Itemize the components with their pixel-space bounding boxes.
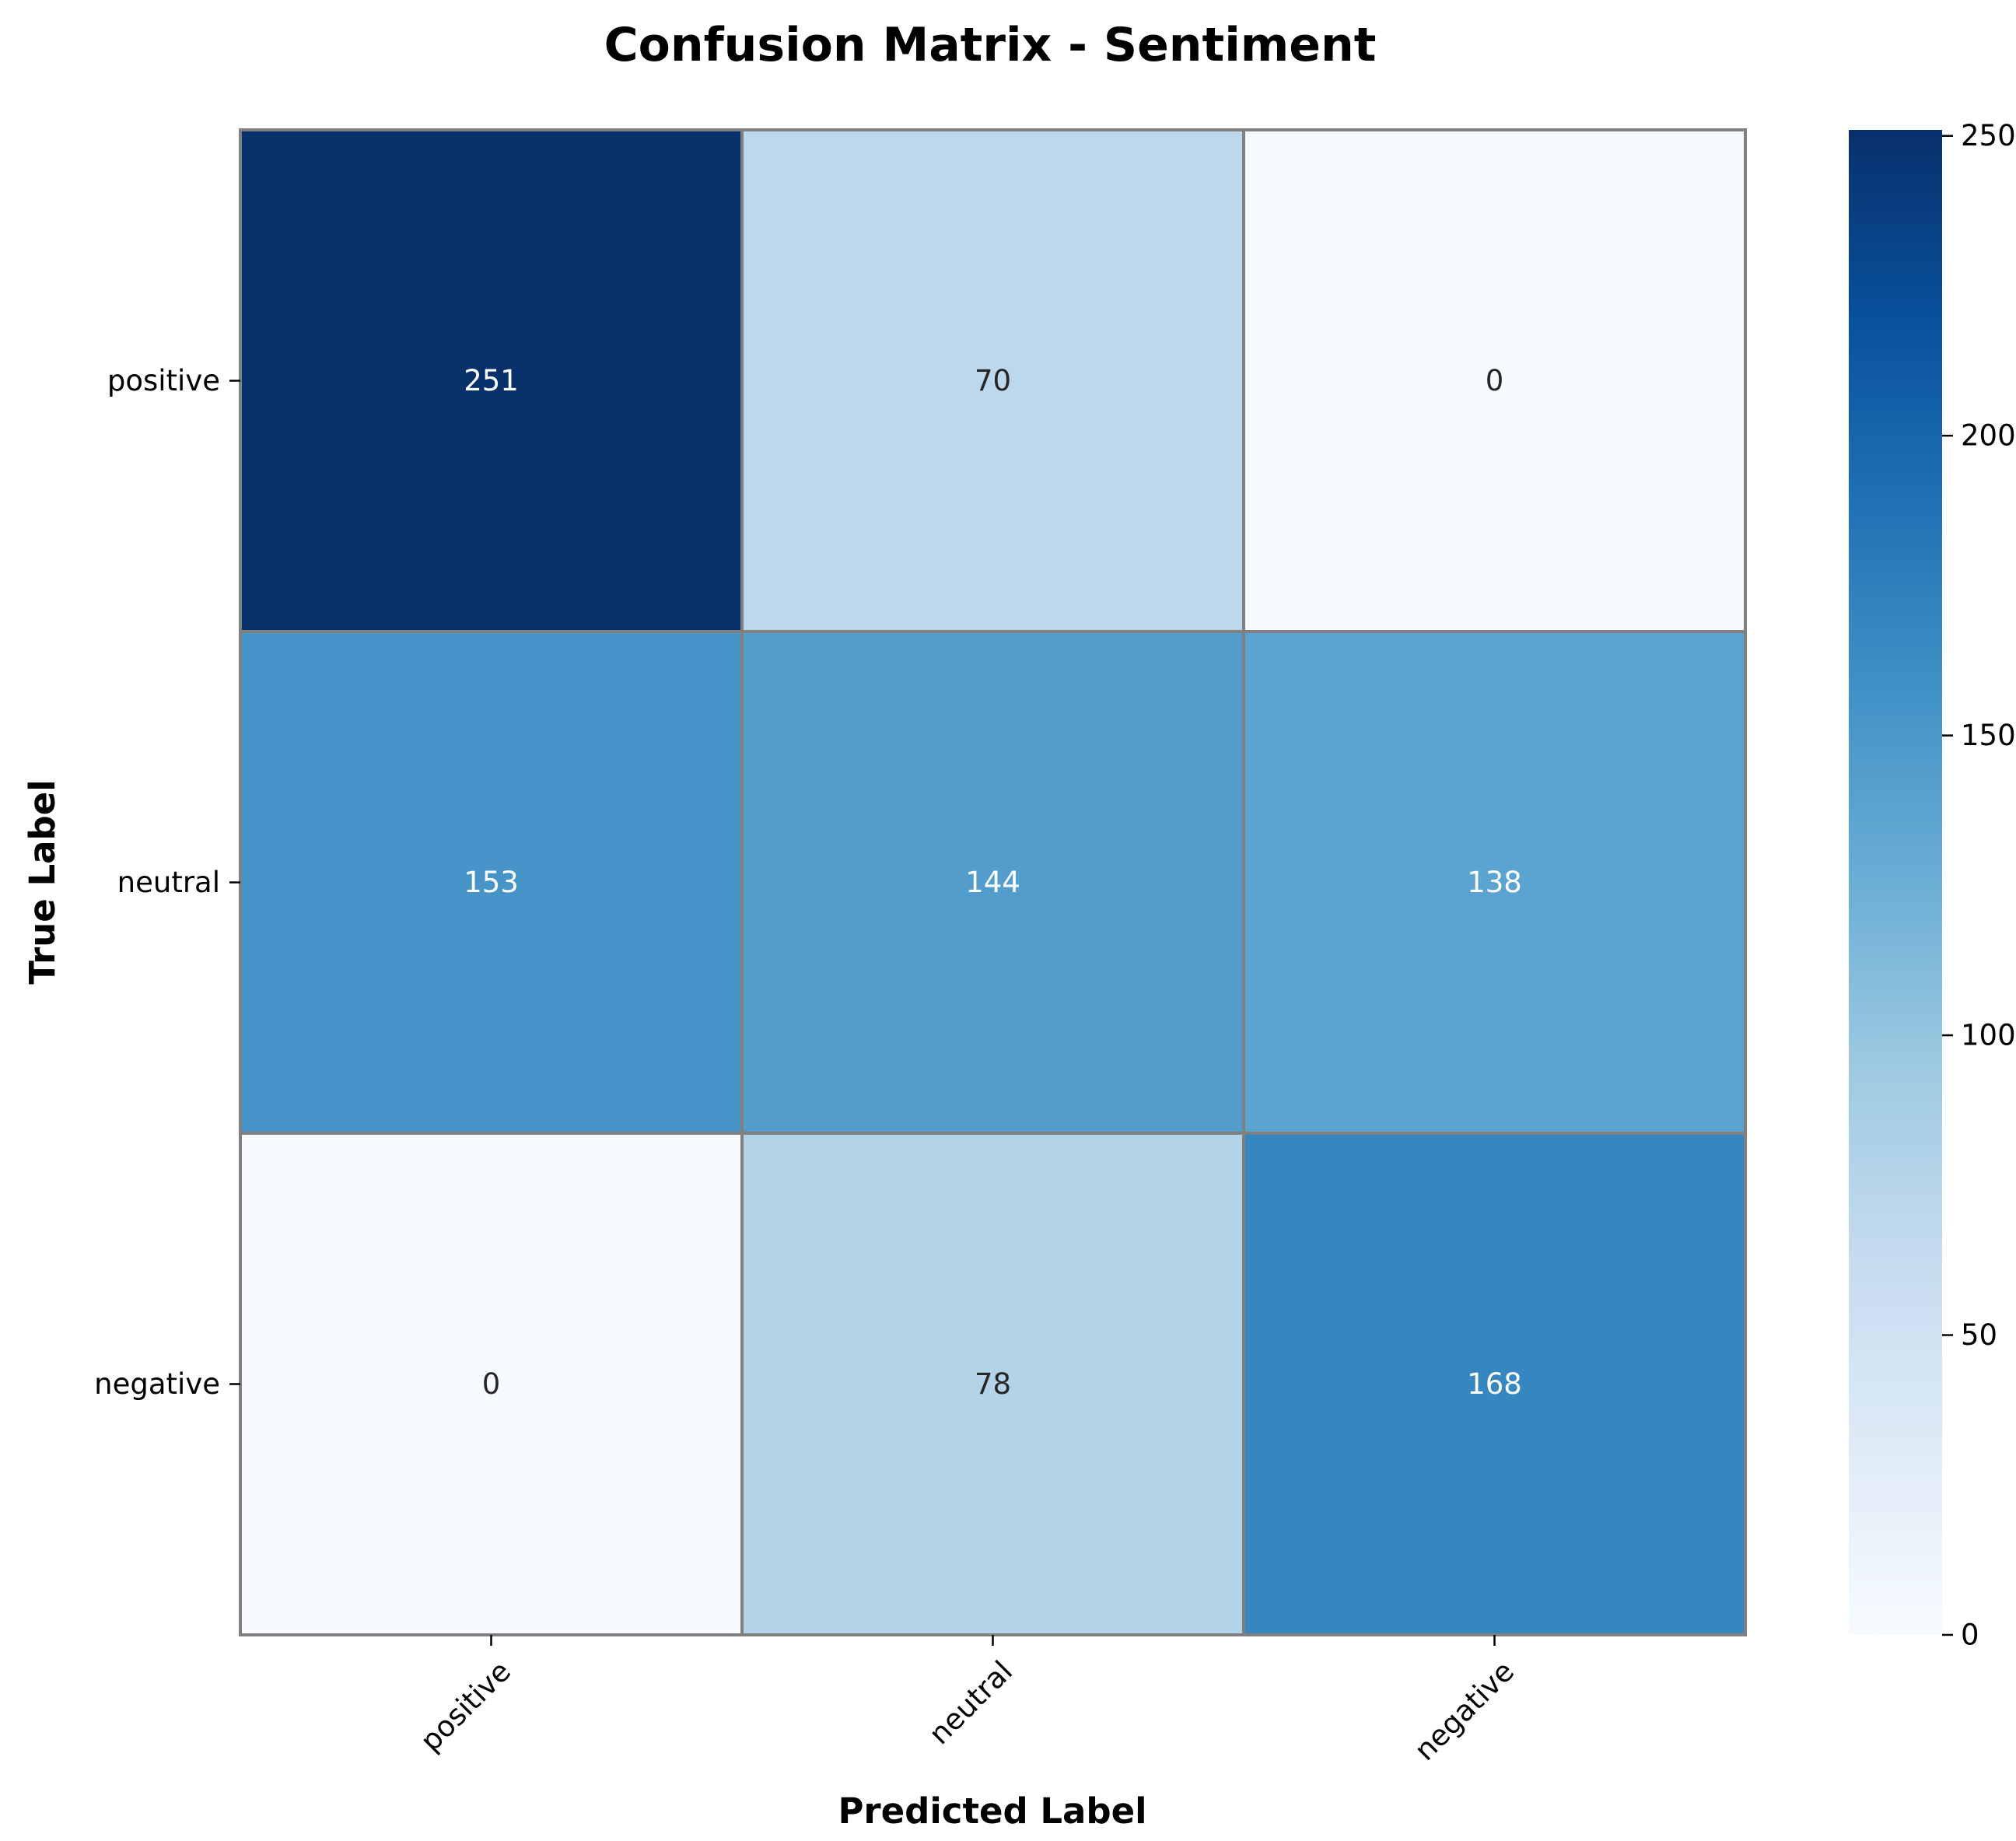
colorbar-ticks: 0 50 100 150 200 250 xyxy=(1942,119,2016,1652)
chart-title: Confusion Matrix - Sentiment xyxy=(604,18,1377,72)
y-tick-label: neutral xyxy=(117,866,220,899)
cell-value-label: 78 xyxy=(975,1367,1011,1401)
heatmap-cells xyxy=(239,128,1747,1636)
cell-value-label: 70 xyxy=(975,364,1011,397)
y-tick-label: negative xyxy=(94,1367,220,1401)
heatmap-cell xyxy=(239,128,744,633)
heatmap-cell xyxy=(1242,630,1747,1135)
cell-value-label: 144 xyxy=(965,866,1020,899)
colorbar xyxy=(1849,130,1942,1635)
cell-value-label: 0 xyxy=(1486,364,1504,397)
x-tick-label: positive xyxy=(414,1654,517,1758)
heatmap-cell xyxy=(740,630,1245,1135)
cell-value-label: 0 xyxy=(482,1367,501,1401)
x-axis-ticks: positive neutral negative xyxy=(414,1635,1521,1767)
x-tick-label: negative xyxy=(1408,1654,1521,1767)
y-axis-ticks: positive neutral negative xyxy=(94,364,240,1401)
y-axis-label: True Label xyxy=(22,779,63,984)
colorbar-tick-label: 100 xyxy=(1961,1019,2016,1052)
colorbar-tick-label: 250 xyxy=(1961,119,2016,152)
colorbar-tick-label: 50 xyxy=(1961,1318,1997,1352)
heatmap-cell-labels: 251 70 0 153 144 138 0 78 168 xyxy=(464,364,1522,1401)
x-axis-label: Predicted Label xyxy=(838,1790,1146,1832)
colorbar-tick-label: 150 xyxy=(1961,719,2016,752)
x-tick-label: neutral xyxy=(922,1654,1019,1751)
colorbar-tick-label: 200 xyxy=(1961,419,2016,453)
heatmap-cell xyxy=(239,1132,744,1636)
cell-value-label: 138 xyxy=(1467,866,1522,899)
y-tick-label: positive xyxy=(107,364,220,397)
cell-value-label: 153 xyxy=(464,866,519,899)
colorbar-tick-label: 0 xyxy=(1961,1619,1979,1652)
heatmap-cell xyxy=(239,630,744,1135)
heatmap-cell xyxy=(740,1132,1245,1636)
cell-value-label: 251 xyxy=(464,364,519,397)
cell-value-label: 168 xyxy=(1467,1367,1522,1401)
heatmap-cell xyxy=(740,128,1245,633)
